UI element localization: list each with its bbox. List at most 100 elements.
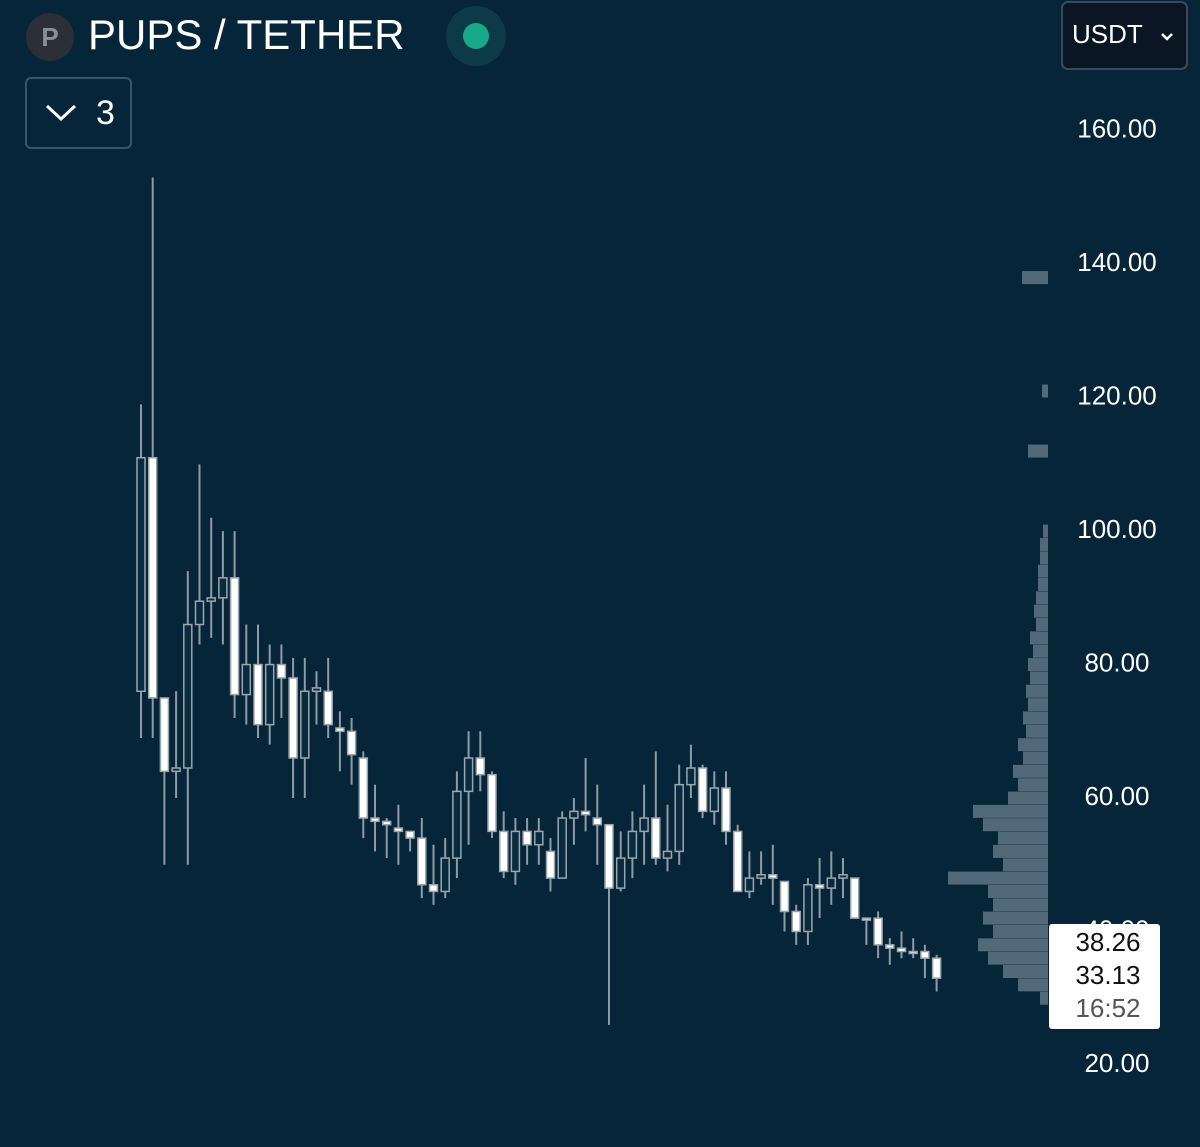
candle-body: [908, 950, 918, 955]
indicator-toggle[interactable]: [25, 77, 132, 149]
candle-body: [487, 773, 497, 833]
pair-title: PUPS / TETHER: [88, 11, 405, 58]
candle-body: [768, 874, 778, 879]
candle-body: [615, 857, 626, 889]
volume-profile-bar: [1022, 271, 1048, 285]
candle-body: [920, 950, 930, 959]
volume-profile-bar: [983, 818, 1048, 832]
candle-body: [171, 767, 181, 773]
currency-dropdown[interactable]: [1061, 1, 1188, 70]
coin-letter: P: [41, 22, 58, 52]
volume-profile-bar: [948, 871, 1048, 885]
volume-profile-bar: [1030, 671, 1048, 685]
candle-body: [229, 577, 240, 696]
candle-body: [662, 850, 673, 859]
candle-body: [838, 874, 848, 879]
candle-body: [264, 663, 275, 726]
candle-body: [814, 884, 825, 889]
volume-profile-bar: [1003, 965, 1048, 979]
candle-body: [896, 947, 907, 953]
candle-body: [592, 817, 603, 826]
y-tick-label: 80.00: [1084, 647, 1149, 677]
volume-profile-bar: [1040, 551, 1048, 565]
volume-profile-bar: [1042, 384, 1048, 398]
volume-profile-bar: [983, 911, 1048, 925]
volume-profile-bar: [1018, 778, 1048, 792]
volume-profile-bar: [1018, 978, 1048, 992]
candle-body: [206, 597, 216, 602]
candle-body: [136, 456, 146, 693]
candle-body: [300, 690, 310, 759]
volume-profile-bar: [1038, 564, 1048, 578]
volume-profile-bar: [1028, 698, 1048, 712]
y-tick-label: 120.00: [1077, 381, 1157, 411]
volume-profile-bar: [1036, 591, 1048, 605]
volume-profile-bar: [1018, 738, 1048, 752]
candle-body: [440, 857, 450, 893]
candle-body: [381, 820, 392, 826]
candle-body: [779, 880, 790, 913]
y-tick-label: 20.00: [1084, 1048, 1149, 1078]
volume-profile-bar: [1028, 658, 1048, 672]
volume-profile-bar: [993, 924, 1048, 938]
volume-profile-bar: [1008, 791, 1048, 805]
y-tick-label: 160.00: [1077, 114, 1157, 144]
candle-body: [873, 917, 883, 946]
volume-profile-bar: [998, 831, 1048, 845]
candle-body: [405, 830, 415, 839]
price-box: [1049, 924, 1160, 1029]
volume-profile-bar: [1040, 537, 1048, 551]
volume-profile-bar: [1023, 711, 1048, 725]
candle-body: [931, 957, 942, 979]
volume-profile-bar: [1036, 618, 1048, 632]
candle-body: [639, 817, 649, 833]
candle-body: [803, 884, 813, 933]
volume-profile-bar: [1026, 684, 1048, 698]
candle-body: [370, 817, 380, 823]
volume-profile-bar: [1033, 644, 1048, 658]
y-tick-label: 100.00: [1077, 514, 1157, 544]
candle-body: [498, 830, 509, 873]
volume-profile-bar: [1040, 991, 1048, 1005]
volume-profile-bar: [1003, 858, 1048, 872]
candle-body: [288, 677, 298, 759]
volume-profile-bar: [988, 951, 1048, 965]
volume-profile-bar: [1038, 578, 1048, 592]
currency-label[interactable]: USDT: [1072, 19, 1143, 49]
candle-body: [580, 810, 591, 816]
volume-profile-bar: [1026, 724, 1048, 738]
coin-icon: [26, 13, 74, 61]
candle-body: [826, 877, 837, 889]
volume-profile-bar: [1013, 764, 1048, 778]
candle-body: [241, 663, 252, 696]
candle-body: [732, 830, 743, 893]
price-label: 16:52: [1075, 993, 1140, 1023]
candle-body: [475, 757, 486, 776]
candle-body: [627, 830, 638, 859]
candle-body: [452, 790, 462, 859]
candle-body: [674, 783, 684, 853]
candle-body: [311, 687, 322, 693]
price-label: 38.26: [1075, 927, 1140, 957]
candle-body: [861, 917, 872, 921]
candle-body: [218, 577, 228, 599]
volume-profile-bar: [1043, 524, 1048, 538]
candle-body: [534, 830, 544, 846]
candle-body: [569, 810, 579, 819]
candle-body: [849, 877, 860, 919]
volume-profile-bar: [1034, 604, 1048, 618]
candle-body: [428, 884, 439, 893]
indicator-count[interactable]: 3: [96, 94, 115, 132]
volume-profile-bar: [973, 804, 1048, 818]
candle-body: [686, 767, 696, 786]
candle-body: [721, 787, 731, 833]
dropdown-chevron[interactable]: [1161, 33, 1173, 41]
candle-body: [697, 767, 708, 813]
volume-profile-bar: [1030, 631, 1048, 645]
status-dot: [463, 23, 489, 49]
y-tick-label: 60.00: [1084, 781, 1149, 811]
toggle-chevron[interactable]: [45, 104, 77, 122]
candle-body: [545, 850, 556, 879]
candle-body: [791, 910, 801, 933]
